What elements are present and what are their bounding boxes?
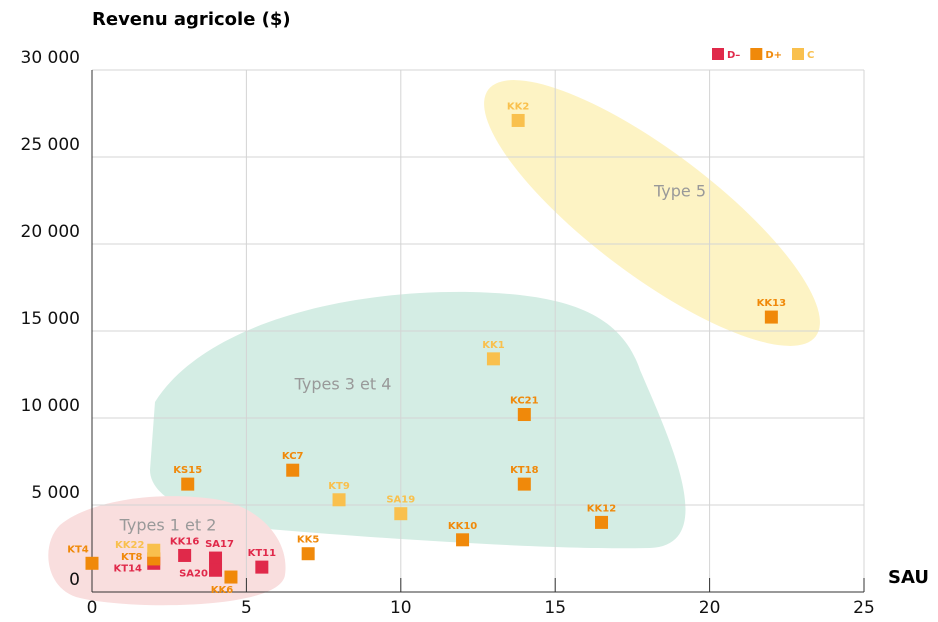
y-tick-label: 30 000 [21,48,80,68]
region-type34 [150,291,686,549]
region-type5 [484,80,820,346]
annotation: Types 1 et 2 [119,516,217,535]
point [147,543,161,557]
point-label: KC21 [510,396,539,407]
x-tick-label: 15 [544,598,566,618]
point-label: KT14 [114,563,143,574]
point-label: KC7 [282,451,304,462]
y-tick-label: 10 000 [21,396,80,416]
point [511,113,525,127]
point [209,551,223,565]
x-tick-label: 25 [853,598,875,618]
legend-swatch [792,48,804,60]
x-tick-label: 0 [87,598,98,618]
y-tick-label: 5 000 [31,483,80,503]
point [301,547,315,561]
legend-label: D– [727,50,740,61]
y-tick-label: 15 000 [21,309,80,329]
point [209,563,223,577]
point [394,507,408,521]
point [224,570,238,584]
point-label: KK6 [211,585,233,596]
y-tick-label: 20 000 [21,222,80,242]
point-label: KK16 [170,536,199,547]
point-label: KT9 [328,481,350,492]
point-label: KK2 [507,101,529,112]
point-label: SA20 [179,568,208,579]
point-label: KT4 [67,544,89,555]
point [486,352,500,366]
point-label: KK10 [448,521,477,532]
annotation: Type 5 [653,182,706,201]
point [181,477,195,491]
legend-label: D+ [765,50,782,61]
x-tick-label: 5 [241,598,252,618]
point [255,560,269,574]
x-axis-label: SAU [888,567,929,588]
y-tick-label: 25 000 [21,135,80,155]
point-label: SA19 [386,495,415,506]
point [85,556,99,570]
legend-swatch [750,48,763,60]
point [456,533,470,547]
y-axis-label: Revenu agricole ($) [92,9,291,30]
point [595,515,609,529]
point [517,477,531,491]
point [332,493,346,507]
point-label: KK22 [115,540,144,551]
point-label: KK13 [757,298,786,309]
x-tick-label: 20 [699,598,721,618]
annotation: Types 3 et 4 [294,375,392,394]
point [178,548,192,562]
legend-label: C [807,50,814,61]
point-label: KK5 [297,535,319,546]
x-tick-label: 10 [390,598,412,618]
point-label: KK1 [482,340,504,351]
point-label: KS15 [173,465,202,476]
point-label: KT11 [248,548,277,559]
point-label: KT8 [121,552,143,563]
point [286,463,300,477]
y-tick-label: 0 [69,570,80,590]
point [517,408,531,422]
point-label: KK12 [587,503,616,514]
point [764,310,778,324]
point-label: SA17 [205,539,234,550]
point-label: KT18 [510,465,539,476]
legend-swatch [712,48,724,60]
